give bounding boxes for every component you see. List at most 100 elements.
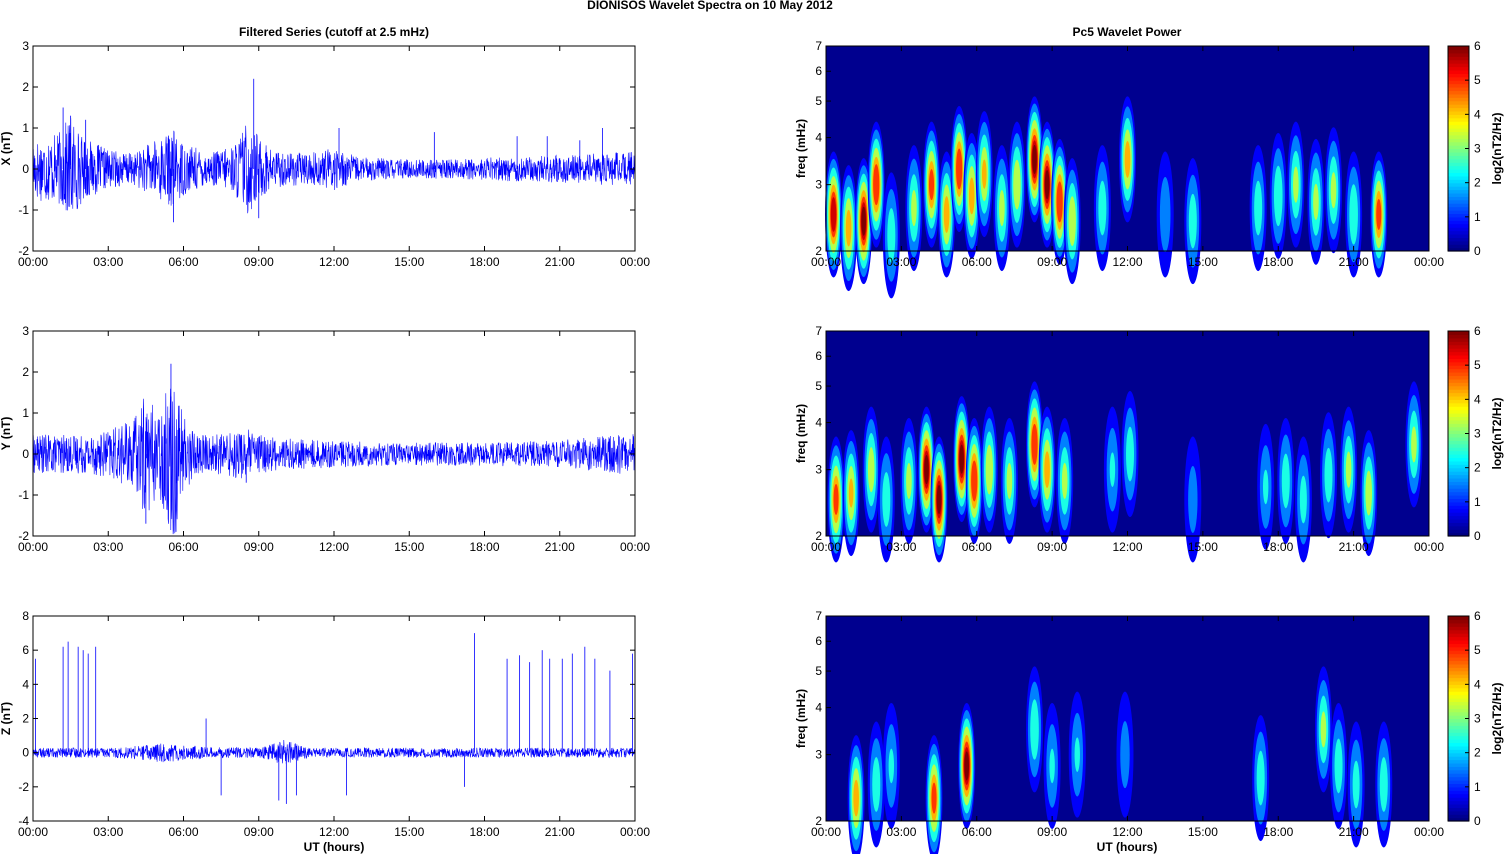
power-contour <box>1334 738 1343 794</box>
x-tick-label: 12:00 <box>319 825 349 839</box>
power-contour <box>1109 452 1116 487</box>
power-contour <box>971 460 978 502</box>
colorbar-step <box>1448 650 1469 655</box>
colorbar-step <box>1448 199 1469 204</box>
colorbar-step <box>1448 440 1469 445</box>
colorbar-step <box>1448 107 1469 112</box>
power-contour <box>999 189 1005 227</box>
colorbar-label: log2(nT2/Hz) <box>1490 683 1504 755</box>
colorbar-label: log2(nT2/Hz) <box>1490 398 1504 470</box>
x-tick-label: 21:00 <box>545 825 575 839</box>
colorbar-step <box>1448 708 1469 713</box>
power-blob <box>1257 423 1275 550</box>
y-tick-label: 2 <box>22 712 29 726</box>
y-tick-label: 8 <box>22 609 29 623</box>
right-xlabel: UT (hours) <box>1097 840 1158 854</box>
series-panel-y: -2 -1 0 1 2 3 Y (nT) <box>0 324 636 543</box>
x-axis: 00:00 03:00 06:00 09:00 12:00 15:00 18:00 21:00… <box>811 46 1444 269</box>
colorbar-step <box>1448 629 1469 634</box>
power-contour <box>887 208 896 263</box>
colorbar-step <box>1448 783 1469 788</box>
colorbar-step <box>1448 165 1469 170</box>
power-contour <box>956 148 963 190</box>
colorbar-step <box>1448 491 1469 496</box>
colorbar-step <box>1448 203 1469 208</box>
colorbar-step <box>1448 189 1469 194</box>
power-blob <box>840 165 858 292</box>
x-tick-label: 00:00 <box>811 255 841 269</box>
colorbar-step <box>1448 622 1469 627</box>
plot-frame <box>32 330 636 537</box>
colorbar-step <box>1448 814 1469 819</box>
power-contour <box>830 197 837 232</box>
power-contour <box>1044 451 1050 489</box>
colorbar-step <box>1448 450 1469 455</box>
x-tick-label: 00:00 <box>620 540 650 554</box>
colorbar-step <box>1448 786 1469 791</box>
colorbar-step <box>1448 375 1469 380</box>
power-contour <box>1126 426 1135 482</box>
power-contour <box>873 164 880 206</box>
power-contour <box>943 196 950 233</box>
colorbar-step <box>1448 739 1469 744</box>
colorbar-step <box>1448 810 1469 815</box>
y-tick-label: 0 <box>22 746 29 760</box>
y-tick-label: -1 <box>18 203 29 217</box>
power-blob <box>1116 691 1134 818</box>
colorbar-step <box>1448 240 1469 245</box>
series-panel-x: -2 -1 0 1 2 3 X (nT) <box>0 39 636 258</box>
colorbar-step <box>1448 525 1469 530</box>
x-tick-label: 12:00 <box>1112 825 1142 839</box>
colorbar-tick-label: 6 <box>1474 39 1481 53</box>
power-blob <box>980 406 998 533</box>
colorbar-step <box>1448 667 1469 672</box>
colorbar-step <box>1448 512 1469 517</box>
colorbar-step <box>1448 368 1469 373</box>
colorbar-step <box>1448 674 1469 679</box>
colorbar-step <box>1448 670 1469 675</box>
colorbar-step <box>1448 773 1469 778</box>
power-blob <box>867 721 885 848</box>
colorbar-step <box>1448 505 1469 510</box>
power-contour <box>1411 426 1417 463</box>
colorbar-step <box>1448 691 1469 696</box>
power-blob <box>1093 145 1111 272</box>
colorbar-step <box>1448 457 1469 462</box>
x-tick-label: 03:00 <box>93 825 123 839</box>
power-blob <box>1184 158 1202 285</box>
colorbar-step <box>1448 817 1469 822</box>
colorbar-step <box>1448 230 1469 235</box>
y-tick-label: -1 <box>18 488 29 502</box>
x-tick-label: 09:00 <box>1037 825 1067 839</box>
power-blob <box>1294 436 1312 563</box>
colorbar-tick-label: 1 <box>1474 210 1481 224</box>
power-contour <box>1056 181 1063 223</box>
power-blob <box>847 735 865 854</box>
series-trace <box>32 118 636 214</box>
colorbar-step <box>1448 63 1469 68</box>
colorbar-step <box>1448 117 1469 122</box>
y-tick-label: -2 <box>18 244 29 258</box>
power-contour <box>959 444 964 474</box>
power-blob <box>877 436 895 563</box>
colorbar-step <box>1448 348 1469 353</box>
colorbar-step <box>1448 419 1469 424</box>
colorbar-step <box>1448 701 1469 706</box>
colorbar-step <box>1448 213 1469 218</box>
colorbar-step <box>1448 742 1469 747</box>
power-blob <box>1000 417 1018 544</box>
x-tick-label: 09:00 <box>1037 255 1067 269</box>
y-axis-label: Y (nT) <box>0 417 13 451</box>
x-tick-label: 06:00 <box>168 540 198 554</box>
y-tick-label: 3 <box>815 463 822 477</box>
colorbar-step <box>1448 151 1469 156</box>
colorbar-tick-label: 6 <box>1474 324 1481 338</box>
colorbar-step <box>1448 244 1469 249</box>
colorbar-step <box>1448 745 1469 750</box>
left-xlabel: UT (hours) <box>304 840 365 854</box>
colorbar-step <box>1448 460 1469 465</box>
colorbar-step <box>1448 481 1469 486</box>
power-contour <box>845 209 852 247</box>
colorbar-step <box>1448 210 1469 215</box>
colorbar-step <box>1448 413 1469 418</box>
